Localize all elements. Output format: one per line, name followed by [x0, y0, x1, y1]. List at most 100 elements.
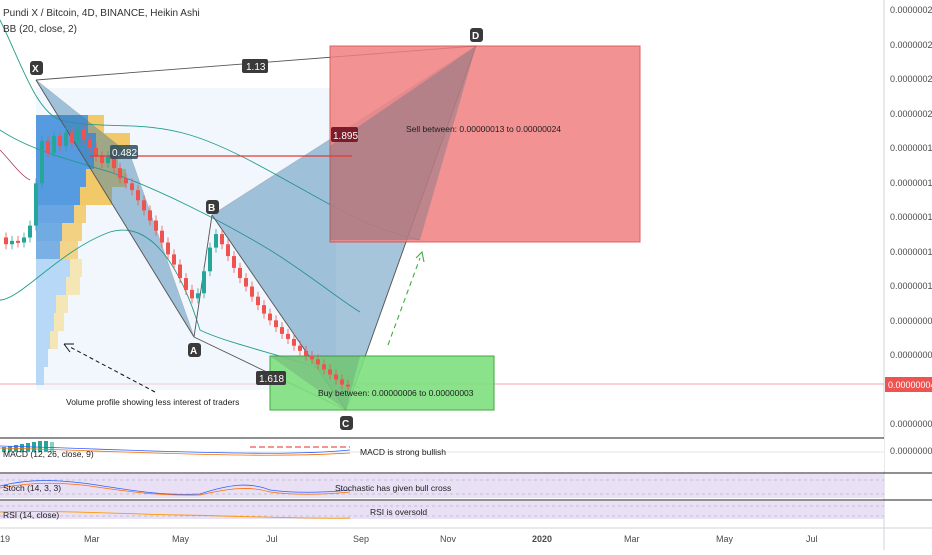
candle[interactable] [28, 225, 32, 238]
candle[interactable] [136, 190, 140, 201]
candle[interactable] [130, 183, 134, 191]
candle[interactable] [172, 254, 176, 265]
candle[interactable] [70, 132, 74, 143]
candle[interactable] [142, 200, 146, 211]
volume-bar [70, 259, 82, 277]
ratio-badge-d[interactable] [331, 127, 358, 142]
candle[interactable] [124, 178, 128, 184]
macd-pane[interactable]: MACD (12, 26, close, 9) MACD is strong b… [0, 437, 884, 471]
candle[interactable] [202, 271, 206, 294]
candle[interactable] [298, 345, 302, 351]
volume-bar [36, 313, 54, 331]
volume-note-arrow-line[interactable] [69, 346, 156, 393]
candle[interactable] [40, 141, 44, 184]
candle[interactable] [322, 364, 326, 370]
candle[interactable] [106, 156, 110, 164]
candle[interactable] [334, 374, 338, 380]
candle[interactable] [82, 129, 86, 140]
sell-zone[interactable] [329, 45, 641, 243]
candle[interactable] [208, 247, 212, 272]
ratio-label-d: 1.895 [333, 131, 358, 142]
macd-bar [50, 442, 54, 452]
point-a[interactable]: A [188, 343, 201, 357]
candle[interactable] [250, 286, 254, 297]
ratio-label-bc: 1.618 [259, 374, 284, 385]
ratio-badge-bc[interactable] [256, 371, 286, 385]
candle[interactable] [214, 234, 218, 248]
candle[interactable] [10, 240, 14, 245]
candle[interactable] [34, 183, 38, 226]
candle[interactable] [76, 129, 80, 143]
candle[interactable] [166, 242, 170, 255]
volume-note-arrow-head-icon [63, 343, 74, 353]
candle[interactable] [88, 139, 92, 148]
candle[interactable] [196, 293, 200, 299]
stoch-k-line [0, 480, 351, 495]
candle[interactable] [238, 267, 242, 279]
candle[interactable] [268, 313, 272, 321]
time-tick: Jul [806, 534, 818, 544]
candle[interactable] [280, 327, 284, 334]
candle[interactable] [58, 135, 62, 147]
ratio-badge-xa[interactable] [110, 145, 138, 159]
candle[interactable] [22, 237, 26, 243]
candle[interactable] [220, 234, 224, 245]
candle[interactable] [118, 168, 122, 179]
volume-bar [36, 151, 94, 169]
candle[interactable] [244, 278, 248, 287]
candle[interactable] [286, 333, 290, 339]
bb-indicator-label[interactable]: BB (20, close, 2) [3, 24, 77, 35]
candle[interactable] [100, 156, 104, 164]
candle[interactable] [292, 338, 296, 346]
volume-bar [36, 349, 48, 367]
candle[interactable] [316, 359, 320, 365]
candle[interactable] [52, 135, 56, 153]
candle[interactable] [310, 355, 314, 360]
candle[interactable] [16, 240, 20, 243]
buy-zone[interactable] [269, 355, 495, 411]
macd-label[interactable]: MACD (12, 26, close, 9) [3, 449, 94, 459]
candle[interactable] [232, 256, 236, 268]
time-axis[interactable]: 19 Mar May Jul Sep Nov 2020 Mar May Jul [0, 534, 818, 544]
point-c[interactable]: C [340, 416, 353, 430]
candle[interactable] [304, 350, 308, 356]
symbol-title[interactable]: Pundi X / Bitcoin, 4D, BINANCE, Heikin A… [3, 8, 200, 19]
price-axis[interactable]: 0.00000026 0.00000024 0.00000022 0.00000… [890, 5, 932, 456]
candle[interactable] [94, 147, 98, 157]
candle[interactable] [154, 220, 158, 231]
volume-bar [56, 295, 68, 313]
candle[interactable] [346, 384, 350, 387]
point-b[interactable]: B [206, 200, 219, 214]
volume-bar [54, 313, 64, 331]
pattern-xa-line [35, 79, 195, 338]
stoch-label[interactable]: Stoch (14, 3, 3) [3, 483, 61, 493]
stoch-band-bg [0, 474, 884, 498]
candle[interactable] [190, 289, 194, 299]
candle[interactable] [340, 379, 344, 385]
stoch-pane[interactable]: Stoch (14, 3, 3) Stochastic has given bu… [0, 472, 932, 498]
projection-arrow-line[interactable] [387, 257, 421, 346]
candle[interactable] [112, 156, 116, 169]
candle[interactable] [226, 244, 230, 257]
candle[interactable] [46, 141, 50, 153]
candlestick-series[interactable] [4, 124, 350, 392]
candle[interactable] [256, 296, 260, 306]
ratio-badge-xd[interactable] [242, 59, 268, 73]
candle[interactable] [262, 305, 266, 314]
candle[interactable] [160, 230, 164, 243]
candle[interactable] [64, 132, 68, 147]
rsi-label[interactable]: RSI (14, close) [3, 510, 59, 520]
candle[interactable] [274, 320, 278, 328]
candle[interactable] [184, 278, 188, 290]
candle[interactable] [328, 369, 332, 375]
candle[interactable] [178, 264, 182, 279]
rsi-pane[interactable]: RSI (14, close) RSI is oversold [0, 499, 932, 520]
rsi-note: RSI is oversold [370, 507, 427, 517]
candle[interactable] [4, 237, 8, 245]
point-x[interactable]: X [30, 61, 43, 75]
point-d[interactable]: D [470, 28, 483, 42]
candle[interactable] [148, 210, 152, 221]
